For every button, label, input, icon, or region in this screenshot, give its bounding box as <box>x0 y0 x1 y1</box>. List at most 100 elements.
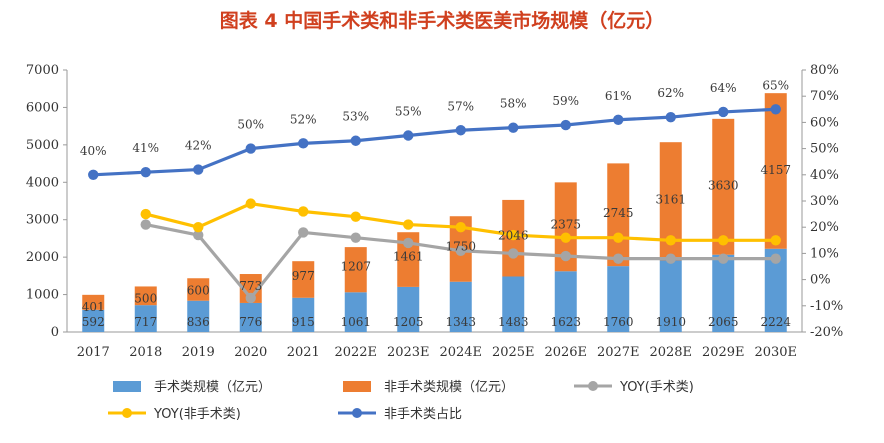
line-yoy-surgical-point <box>718 253 729 264</box>
line-non-surgical-share-point <box>613 114 624 125</box>
bar-surgical <box>82 309 105 332</box>
share-percent-label: 50% <box>237 118 264 132</box>
bar-surgical <box>134 305 157 332</box>
x-tick-label: 2020 <box>234 345 267 360</box>
line-non-surgical-share-point <box>403 130 414 141</box>
share-percent-label: 59% <box>552 94 579 108</box>
bar-non-surgical <box>134 286 157 306</box>
share-percent-label: 55% <box>395 105 422 119</box>
right-tick-label: 20% <box>810 220 839 235</box>
bar-label-non-surgical: 977 <box>292 269 315 283</box>
legend-non-surgical-swatch <box>343 381 371 392</box>
bar-non-surgical <box>764 93 787 249</box>
x-tick-label: 2022E <box>334 345 377 360</box>
bar-label-surgical: 717 <box>134 315 157 329</box>
left-tick-label: 0 <box>51 325 59 340</box>
bar-surgical <box>344 292 367 332</box>
line-yoy-surgical-point <box>403 237 414 249</box>
bar-non-surgical <box>607 163 630 267</box>
line-yoy-non-surgical-point <box>298 206 309 217</box>
line-yoy-surgical-point <box>455 245 466 256</box>
right-tick-label: 0% <box>810 273 831 288</box>
share-percent-label: 61% <box>605 89 632 103</box>
line-yoy-non-surgical-point <box>560 232 571 243</box>
left-tick-label: 7000 <box>26 63 59 78</box>
bar-label-non-surgical: 1207 <box>340 260 371 274</box>
line-yoy-non-surgical-point <box>350 211 361 222</box>
line-non-surgical-share-point <box>193 164 204 175</box>
right-tick-label: 80% <box>810 63 839 78</box>
left-tick-label: 6000 <box>26 100 59 115</box>
x-tick-label: 2024E <box>439 345 482 360</box>
bar-surgical <box>502 276 525 332</box>
x-tick-label: 2029E <box>702 345 745 360</box>
line-non-surgical-share-point <box>298 138 309 149</box>
bar-surgical <box>607 266 630 332</box>
line-yoy-surgical-point <box>508 248 519 259</box>
x-tick-label: 2026E <box>544 345 587 360</box>
legend-non-surgical-label: 非手术类规模（亿元） <box>384 380 514 395</box>
share-percent-label: 53% <box>342 110 369 124</box>
share-percent-label: 57% <box>447 99 474 113</box>
line-yoy-non-surgical-point <box>613 232 624 243</box>
left-tick-label: 1000 <box>26 288 59 303</box>
line-yoy-surgical-point <box>560 250 571 262</box>
line-non-surgical-share-point <box>508 122 519 133</box>
line-yoy-surgical-point <box>245 292 256 304</box>
bar-surgical <box>239 302 262 332</box>
line-yoy-surgical-point <box>193 229 204 241</box>
legend-non-surgical-share-marker <box>352 408 362 418</box>
bar-non-surgical <box>397 232 420 287</box>
line-yoy-non-surgical-point <box>193 222 204 233</box>
line-non-surgical-share <box>93 107 776 177</box>
line-non-surgical-share-point <box>140 166 151 178</box>
line-yoy-non-surgical-point <box>665 235 676 246</box>
bar-label-non-surgical: 2046 <box>498 229 529 243</box>
share-percent-label: 65% <box>762 78 789 92</box>
bar-non-surgical <box>82 294 105 310</box>
bar-surgical <box>397 286 420 332</box>
bar-surgical <box>659 260 682 332</box>
line-non-surgical-share-point <box>88 169 99 180</box>
x-tick-label: 2023E <box>387 345 430 360</box>
left-tick-label: 4000 <box>26 175 59 190</box>
line-non-surgical-share-point <box>718 106 729 118</box>
bar-surgical <box>292 297 315 332</box>
right-tick-label: 50% <box>810 142 839 157</box>
line-yoy-surgical-point <box>298 227 309 238</box>
share-percent-label: 42% <box>185 139 212 153</box>
line-non-surgical-share-point <box>770 104 781 115</box>
line-non-surgical-share-point <box>350 135 361 146</box>
legend-yoy-non-surgical-marker <box>122 408 132 418</box>
bar-non-surgical <box>554 182 577 272</box>
bar-surgical <box>764 248 787 332</box>
share-percent-label: 41% <box>132 141 159 155</box>
x-tick-label: 2028E <box>649 345 692 360</box>
bar-label-surgical: 836 <box>187 315 210 329</box>
bar-non-surgical <box>239 274 262 303</box>
bar-non-surgical <box>187 278 210 301</box>
right-tick-label: 10% <box>810 246 839 261</box>
share-percent-label: 62% <box>657 86 684 100</box>
bar-label-surgical: 915 <box>292 315 315 329</box>
x-tick-label: 2018 <box>129 345 162 360</box>
bar-non-surgical <box>344 247 367 293</box>
line-yoy-non-surgical-point <box>718 235 729 246</box>
right-tick-label: 70% <box>810 89 839 104</box>
bar-label-non-surgical: 2375 <box>550 218 581 232</box>
bar-label-surgical: 1205 <box>393 315 424 329</box>
legend-non-surgical-share-label: 非手术类占比 <box>384 407 462 422</box>
bar-label-surgical: 1061 <box>340 315 371 329</box>
x-tick-label: 2017 <box>77 345 110 360</box>
line-non-surgical-share-point <box>455 125 466 136</box>
chart-title: 图表 4 中国手术类和非手术类医美市场规模（亿元） <box>219 10 665 32</box>
line-non-surgical-share-point <box>665 111 676 123</box>
legend-yoy-non-surgical-label: YOY(非手术类) <box>153 407 241 422</box>
bar-label-surgical: 1910 <box>655 315 686 329</box>
bar-label-surgical: 1343 <box>445 315 476 329</box>
right-tick-label: 30% <box>810 194 839 209</box>
line-yoy-surgical-point <box>140 219 151 230</box>
bar-label-surgical: 592 <box>82 315 105 329</box>
bar-label-non-surgical: 773 <box>239 279 262 293</box>
bar-label-non-surgical: 2745 <box>603 206 634 220</box>
